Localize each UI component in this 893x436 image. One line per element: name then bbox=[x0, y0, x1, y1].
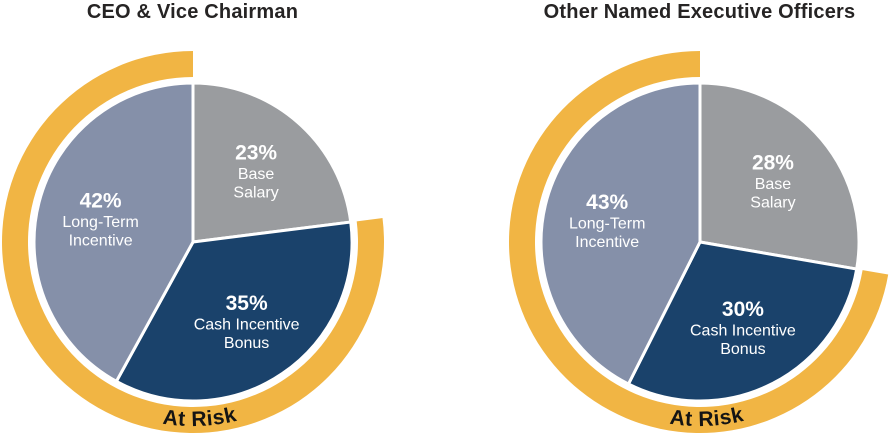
pie-slice-long-term-incentive bbox=[539, 81, 702, 387]
slice-label-cash-incentive-bonus: 30% Cash Incentive Bonus bbox=[690, 298, 796, 358]
pie-slice-base-salary bbox=[191, 81, 353, 244]
chart-other-named-executive-officers: Other Named Executive Officers 28% Base Sa… bbox=[446, 0, 893, 436]
pie-slice-base-salary bbox=[698, 81, 861, 271]
slice-label-long-term-incentive: 43% Long-Term Incentive bbox=[569, 191, 645, 251]
pie-chart-svg: 23% Base Salary 35% Cash Incentive Bonus 42% Lo… bbox=[1, 51, 384, 433]
pie-slice-cash-incentive-bonus bbox=[626, 240, 859, 403]
pie-chart-svg: 28% Base Salary 30% Cash Incentive Bonus 43% Lo… bbox=[508, 51, 889, 433]
chart-title: CEO & Vice Chairman bbox=[86, 1, 299, 23]
chart-ceo-vice-chairman: CEO & Vice Chairman 23% Base Salary 35% Cash… bbox=[1, 1, 384, 433]
slice-label-cash-incentive-bonus: 35% Cash Incentive Bonus bbox=[194, 292, 300, 352]
pie-slice-cash-incentive-bonus bbox=[114, 220, 354, 403]
chart-title: Other Named Executive Officers bbox=[543, 1, 856, 23]
pie-slice-long-term-incentive bbox=[32, 81, 195, 384]
slice-label-long-term-incentive: 42% Long-Term Incentive bbox=[62, 189, 138, 249]
slice-label-base-salary: 23% Base Salary bbox=[233, 141, 278, 201]
slice-label-base-salary: 28% Base Salary bbox=[750, 152, 795, 212]
